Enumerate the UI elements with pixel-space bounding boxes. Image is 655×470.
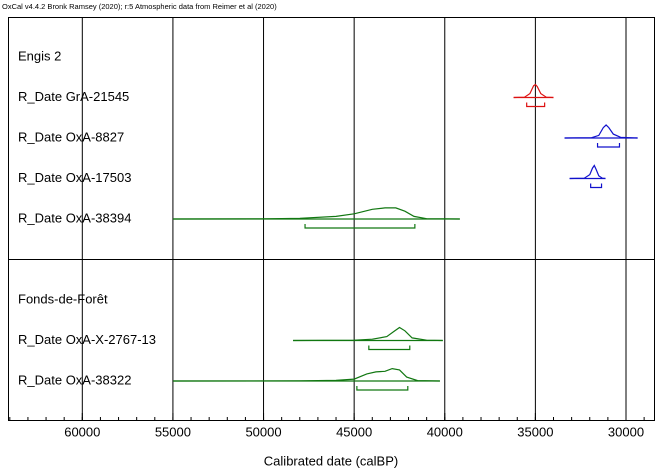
range-95 <box>304 224 416 229</box>
date-label: R_Date OxA-X-2767-13 <box>18 332 156 347</box>
x-tick-label: 55000 <box>155 424 191 439</box>
date-label: R_Date OxA-17503 <box>18 170 131 185</box>
date-label: R_Date OxA-8827 <box>18 129 124 144</box>
probability-curve <box>564 124 638 139</box>
range-95 <box>356 386 409 391</box>
x-tick-label: 50000 <box>245 424 281 439</box>
x-axis-label: Calibrated date (calBP) <box>264 453 398 468</box>
date-label: R_Date GrA-21545 <box>18 89 129 104</box>
probability-curve <box>173 367 440 382</box>
group-label: Fonds-de-Forêt <box>18 291 108 306</box>
probability-curve <box>569 164 606 180</box>
x-tick-label: 30000 <box>608 424 644 439</box>
range-95 <box>590 183 603 189</box>
chart-title: OxCal v4.4.2 Bronk Ramsey (2020); r:5 At… <box>2 2 277 11</box>
date-label: R_Date OxA-38322 <box>18 372 131 387</box>
date-label: R_Date OxA-38394 <box>18 210 131 225</box>
probability-curve <box>513 83 554 99</box>
probability-curve <box>293 326 443 342</box>
range-95 <box>368 345 411 351</box>
range-95 <box>526 102 546 108</box>
probability-curve <box>173 207 460 220</box>
x-tick-label: 45000 <box>336 424 372 439</box>
group-label: Engis 2 <box>18 48 61 63</box>
x-tick-label: 60000 <box>64 424 100 439</box>
range-95 <box>596 143 621 148</box>
x-tick-label: 35000 <box>517 424 553 439</box>
x-tick-label: 40000 <box>427 424 463 439</box>
